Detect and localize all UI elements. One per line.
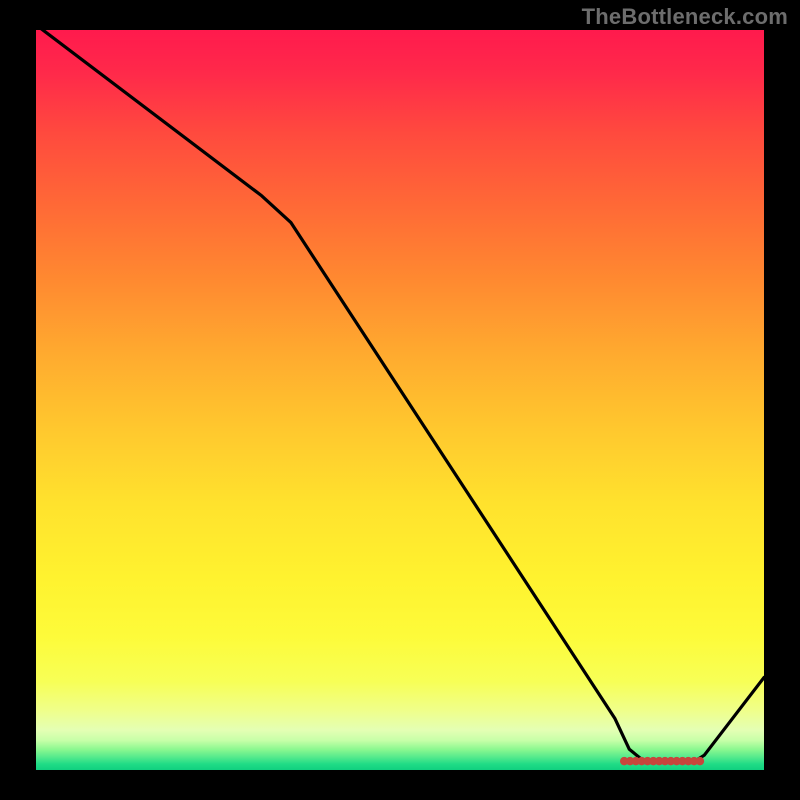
data-marker — [696, 757, 704, 765]
watermark-text: TheBottleneck.com — [582, 4, 788, 30]
chart-container: TheBottleneck.com — [0, 0, 800, 800]
gradient-line-chart — [0, 0, 800, 800]
marker-group — [620, 757, 704, 765]
plot-area — [36, 30, 764, 770]
